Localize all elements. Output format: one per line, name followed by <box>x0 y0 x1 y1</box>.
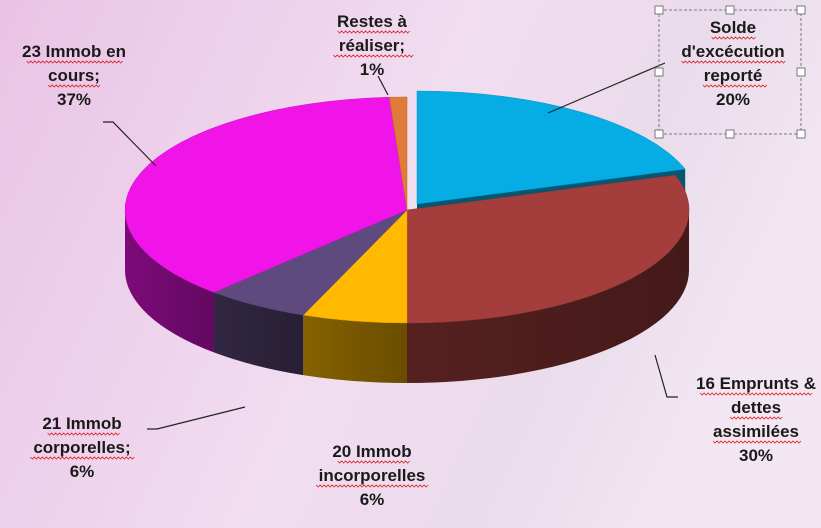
label-text: 16 Emprunts & <box>696 374 816 393</box>
pie-tops <box>124 90 690 324</box>
label-text: incorporelles <box>319 466 426 485</box>
leader-line <box>377 75 389 96</box>
label-percent: 6% <box>360 490 385 509</box>
label-text: 20 Immob <box>332 442 411 461</box>
label-text: Restes à <box>337 12 407 31</box>
label-text: d'excécution <box>681 42 784 61</box>
selection-handle[interactable] <box>725 5 735 15</box>
pie-slice-restes-a[interactable] <box>389 96 408 211</box>
selection-handle[interactable] <box>654 5 664 15</box>
spellcheck-underline <box>47 84 101 88</box>
spellcheck-underline <box>337 30 410 34</box>
spellcheck-underline <box>315 484 429 488</box>
selection-handle[interactable] <box>654 67 664 77</box>
selection-handle[interactable] <box>796 129 806 139</box>
label-text: Solde <box>710 18 756 37</box>
spellcheck-underline <box>337 460 410 464</box>
label-text: assimilées <box>713 422 799 441</box>
label-text: 21 Immob <box>42 414 121 433</box>
pie-slice-solde[interactable] <box>416 90 686 205</box>
label-text: 23 Immob en <box>22 42 126 61</box>
pie-side-shading <box>303 315 407 383</box>
spellcheck-underline <box>30 456 135 460</box>
label-percent: 30% <box>739 446 773 465</box>
leader-line <box>547 62 666 114</box>
data-label-21-immob: 21 Immob corporelles; 6% <box>30 414 135 481</box>
label-percent: 6% <box>70 462 95 481</box>
pie-slice-16-emprunts[interactable] <box>406 174 690 324</box>
label-percent: 1% <box>360 60 385 79</box>
spellcheck-underline <box>702 84 768 88</box>
leader-line <box>654 354 678 398</box>
spellcheck-underline <box>681 60 786 64</box>
pie-side-shading <box>407 210 689 383</box>
spellcheck-underline <box>699 392 813 396</box>
label-percent: 20% <box>716 90 750 109</box>
data-labels: Solde d'excécution reporté 20% 16 Emprunts &… <box>22 12 816 509</box>
selection-handle[interactable] <box>796 5 806 15</box>
label-percent: 37% <box>57 90 91 109</box>
label-text: dettes <box>731 398 781 417</box>
spellcheck-underline <box>333 54 414 58</box>
selection-handle[interactable] <box>725 129 735 139</box>
leader-lines <box>103 62 678 430</box>
leader-line <box>147 406 246 430</box>
label-text: reporté <box>704 66 763 85</box>
spellcheck-underline <box>712 440 802 444</box>
pie-slice-23-immob-en[interactable] <box>124 96 408 293</box>
selection-handle[interactable] <box>654 129 664 139</box>
label-text: corporelles; <box>33 438 130 457</box>
leader-line <box>103 121 157 167</box>
spellcheck-underline <box>711 36 756 40</box>
label-selection-box[interactable] <box>654 5 806 139</box>
selection-handle[interactable] <box>796 67 806 77</box>
spellcheck-underline <box>729 416 783 420</box>
label-text: cours; <box>48 66 100 85</box>
data-label-23-immob-en: 23 Immob en cours; 37% <box>22 42 126 109</box>
data-label-16-emprunts: 16 Emprunts & dettes assimilées 30% <box>696 374 816 465</box>
spellcheck-underline <box>47 432 120 436</box>
pie-side-shading <box>213 292 304 376</box>
data-label-solde: Solde d'excécution reporté 20% <box>681 18 786 109</box>
data-label-restes-a: Restes à réaliser; 1% <box>333 12 414 79</box>
spellcheck-underline <box>26 60 123 64</box>
data-label-20-immob: 20 Immob incorporelles 6% <box>315 442 429 509</box>
label-text: réaliser; <box>339 36 405 55</box>
pie-side-shading <box>125 210 214 353</box>
